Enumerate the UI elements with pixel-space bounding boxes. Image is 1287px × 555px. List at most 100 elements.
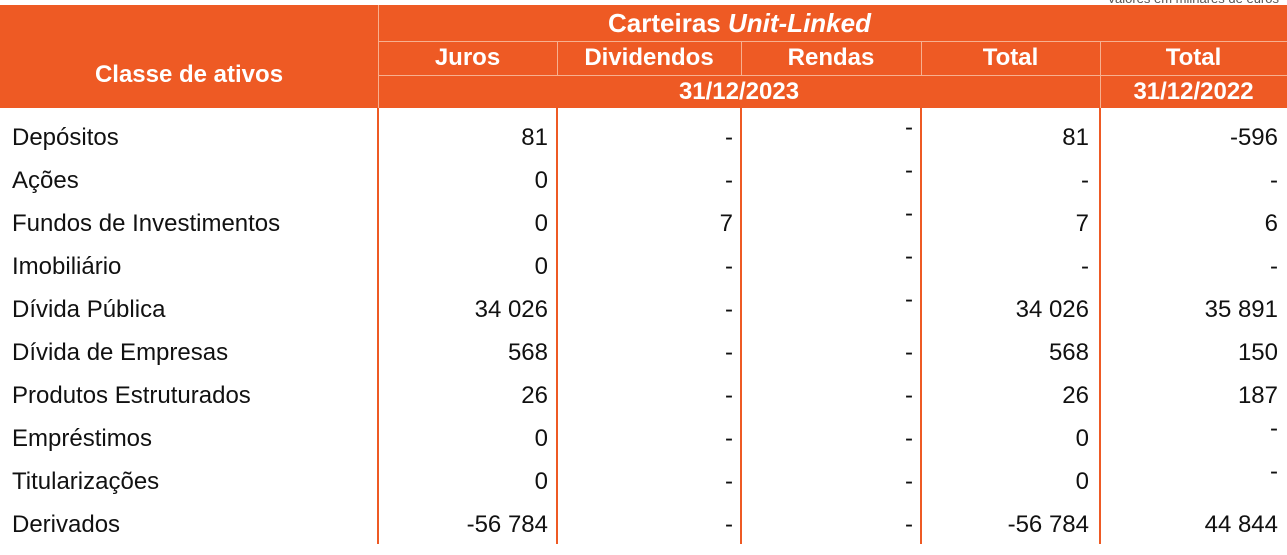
table-row: Dívida Pública 34 026 - - 34 026 35 891 bbox=[0, 288, 1287, 331]
header-divider bbox=[378, 41, 1287, 42]
table-row: Empréstimos 0 - - 0 - bbox=[0, 417, 1287, 460]
header-col-total-prev-label: Total bbox=[1165, 44, 1222, 71]
cell-rendas: - bbox=[905, 243, 913, 270]
row-label: Dívida de Empresas bbox=[12, 339, 229, 366]
cell-rendas: - bbox=[905, 114, 913, 141]
cell-juros: 26 bbox=[521, 382, 548, 409]
cell-rendas: - bbox=[905, 511, 913, 538]
header-date-prev-label: 31/12/2022 bbox=[1133, 77, 1254, 105]
cell-total-prev: 44 844 bbox=[1204, 511, 1278, 538]
cell-dividendos: - bbox=[725, 339, 733, 366]
header-col-juros-label: Juros bbox=[434, 44, 501, 71]
header-date-current-label: 31/12/2023 bbox=[678, 77, 800, 105]
table-row: Fundos de Investimentos 0 7 - 7 6 bbox=[0, 202, 1287, 245]
table-row: Depósitos 81 - - 81 -596 bbox=[0, 116, 1287, 159]
cell-juros: 0 bbox=[534, 167, 548, 194]
units-note: Valores em milhares de euros bbox=[1107, 0, 1279, 6]
cell-rendas: - bbox=[905, 200, 913, 227]
column-divider bbox=[1099, 108, 1101, 544]
cell-dividendos: - bbox=[725, 124, 733, 151]
header-col-total-prev: Total bbox=[1100, 41, 1287, 75]
header-divider bbox=[378, 5, 379, 108]
cell-juros: 34 026 bbox=[474, 296, 548, 323]
cell-total-prev: 187 bbox=[1237, 382, 1278, 409]
cell-juros: 0 bbox=[534, 468, 548, 495]
cell-total-prev: - bbox=[1270, 253, 1278, 280]
row-label: Derivados bbox=[12, 511, 121, 538]
cell-total-prev: 6 bbox=[1264, 210, 1278, 237]
cell-rendas: - bbox=[905, 339, 913, 366]
header-divider bbox=[378, 75, 1287, 76]
header-class-de-ativos: Classe de ativos bbox=[0, 5, 378, 145]
column-divider bbox=[740, 108, 742, 544]
header-col-rendas-label: Rendas bbox=[787, 44, 875, 71]
row-label: Dívida Pública bbox=[12, 296, 166, 323]
table-row: Titularizações 0 - - 0 - bbox=[0, 460, 1287, 503]
table-row: Imobiliário 0 - - - - bbox=[0, 245, 1287, 288]
cell-dividendos: - bbox=[725, 167, 733, 194]
row-label: Ações bbox=[12, 167, 79, 194]
cell-dividendos: - bbox=[725, 382, 733, 409]
cell-dividendos: 7 bbox=[719, 210, 733, 237]
cell-dividendos: - bbox=[725, 296, 733, 323]
header-divider bbox=[557, 41, 558, 75]
column-divider bbox=[920, 108, 922, 544]
cell-total: - bbox=[1081, 253, 1089, 280]
cell-total: 81 bbox=[1062, 124, 1089, 151]
cell-juros: 81 bbox=[521, 124, 548, 151]
header-date-current: 31/12/2023 bbox=[378, 75, 1100, 108]
cell-rendas: - bbox=[905, 286, 913, 313]
cell-total-prev: - bbox=[1270, 458, 1278, 485]
cell-total-prev: -596 bbox=[1229, 124, 1278, 151]
cell-total-prev: - bbox=[1270, 415, 1278, 442]
cell-total: 26 bbox=[1062, 382, 1089, 409]
header-col-total-label: Total bbox=[982, 44, 1039, 71]
cell-total: 34 026 bbox=[1015, 296, 1089, 323]
row-label: Depósitos bbox=[12, 124, 119, 151]
cell-total: 7 bbox=[1075, 210, 1089, 237]
header-col-total: Total bbox=[921, 41, 1100, 75]
cell-total-prev: 35 891 bbox=[1204, 296, 1278, 323]
cell-total: 0 bbox=[1075, 468, 1089, 495]
row-label: Empréstimos bbox=[12, 425, 153, 452]
row-label: Fundos de Investimentos bbox=[12, 210, 281, 237]
cell-total: -56 784 bbox=[1007, 511, 1089, 538]
header-col-dividendos: Dividendos bbox=[557, 41, 741, 75]
cell-dividendos: - bbox=[725, 253, 733, 280]
cell-juros: -56 784 bbox=[466, 511, 548, 538]
column-divider bbox=[377, 108, 379, 544]
header-divider bbox=[1100, 41, 1101, 108]
cell-rendas: - bbox=[905, 468, 913, 495]
cell-total-prev: 150 bbox=[1237, 339, 1278, 366]
header-group-title-prefix: Carteiras bbox=[608, 7, 728, 38]
cell-rendas: - bbox=[905, 157, 913, 184]
cell-total: 0 bbox=[1075, 425, 1089, 452]
header-group-title: Carteiras Unit-Linked bbox=[378, 5, 1101, 41]
header-group-title-italic: Unit-Linked bbox=[727, 7, 871, 38]
header-col-dividendos-label: Dividendos bbox=[584, 44, 714, 71]
header-divider bbox=[921, 41, 922, 75]
table-row: Ações 0 - - - - bbox=[0, 159, 1287, 202]
table-row: Produtos Estruturados 26 - - 26 187 bbox=[0, 374, 1287, 417]
header-class-label: Classe de ativos bbox=[94, 61, 284, 88]
header-col-juros: Juros bbox=[378, 41, 557, 75]
header-col-rendas: Rendas bbox=[741, 41, 921, 75]
table-row: Derivados -56 784 - - -56 784 44 844 bbox=[0, 503, 1287, 546]
header-divider bbox=[741, 41, 742, 75]
cell-juros: 568 bbox=[507, 339, 548, 366]
table-header: Classe de ativos Carteiras Unit-Linked J… bbox=[0, 5, 1287, 108]
cell-juros: 0 bbox=[534, 210, 548, 237]
cell-total: - bbox=[1081, 167, 1089, 194]
cell-rendas: - bbox=[905, 425, 913, 452]
cell-dividendos: - bbox=[725, 511, 733, 538]
cell-juros: 0 bbox=[534, 425, 548, 452]
cell-dividendos: - bbox=[725, 425, 733, 452]
row-label: Produtos Estruturados bbox=[12, 382, 251, 409]
cell-dividendos: - bbox=[725, 468, 733, 495]
cell-juros: 0 bbox=[534, 253, 548, 280]
header-date-prev: 31/12/2022 bbox=[1100, 75, 1287, 108]
column-divider bbox=[556, 108, 558, 544]
cell-total: 568 bbox=[1048, 339, 1089, 366]
table-row: Dívida de Empresas 568 - - 568 150 bbox=[0, 331, 1287, 374]
cell-total-prev: - bbox=[1270, 167, 1278, 194]
